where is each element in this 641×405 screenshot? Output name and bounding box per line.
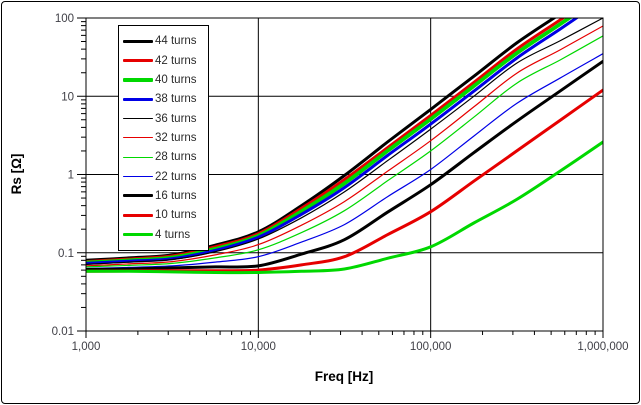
legend-label: 4 turns bbox=[155, 228, 191, 241]
legend-item: 22 turns bbox=[123, 171, 208, 183]
legend-item: 36 turns bbox=[123, 113, 208, 125]
legend-line-sample bbox=[123, 118, 153, 120]
legend-label: 44 turns bbox=[155, 35, 197, 48]
legend-label: 10 turns bbox=[155, 209, 197, 222]
legend-line-sample bbox=[123, 59, 153, 63]
x-tick-label: 100,000 bbox=[410, 341, 452, 353]
legend-item: 38 turns bbox=[123, 93, 208, 105]
legend-box: 44 turns 42 turns 40 turns 38 turns 36 turns… bbox=[118, 25, 209, 251]
series-curve-28-turns bbox=[86, 35, 603, 268]
legend-line-sample bbox=[123, 156, 153, 158]
legend-label: 28 turns bbox=[155, 151, 197, 164]
legend-label: 38 turns bbox=[155, 93, 197, 106]
legend-line-sample bbox=[123, 39, 153, 43]
legend-label: 40 turns bbox=[155, 73, 197, 86]
tick-layer bbox=[77, 17, 604, 338]
series-layer bbox=[86, 18, 603, 275]
series-curve-32-turns bbox=[86, 25, 603, 267]
series-curve-16-turns bbox=[86, 59, 603, 271]
legend-line-sample bbox=[123, 77, 153, 82]
x-tick-label: 10,000 bbox=[241, 341, 276, 353]
legend-line-sample bbox=[123, 176, 153, 178]
legend-item: 32 turns bbox=[123, 132, 208, 144]
legend-line-sample bbox=[123, 233, 153, 237]
legend-item: 10 turns bbox=[123, 209, 208, 221]
legend-item: 16 turns bbox=[123, 190, 208, 202]
legend-line-sample bbox=[123, 194, 153, 198]
legend-line-sample bbox=[123, 97, 153, 101]
legend-item: 4 turns bbox=[123, 229, 208, 241]
x-tick-label: 1,000 bbox=[72, 341, 101, 353]
series-curve-36-turns bbox=[86, 18, 603, 265]
legend-label: 42 turns bbox=[155, 54, 197, 67]
legend-line-sample bbox=[123, 137, 153, 139]
series-curve-22-turns bbox=[86, 53, 603, 270]
legend-label: 16 turns bbox=[155, 189, 197, 202]
legend-label: 22 turns bbox=[155, 170, 197, 183]
legend-line-sample bbox=[123, 213, 153, 217]
y-tick-label: 0.01 bbox=[52, 326, 74, 338]
y-tick-label: 10 bbox=[61, 91, 74, 103]
legend-label: 36 turns bbox=[155, 112, 197, 125]
y-tick-label: 1 bbox=[68, 170, 74, 182]
y-axis-title: Rs [Ω] bbox=[9, 154, 24, 195]
x-axis-title: Freq [Hz] bbox=[315, 369, 374, 384]
legend-label: 32 turns bbox=[155, 131, 197, 144]
series-curve-4-turns bbox=[86, 140, 603, 275]
tick-label-layer: 1,000 10,000 100,000 1,000,000 100 10 1 0.1 0.01 bbox=[52, 13, 629, 353]
legend-item: 42 turns bbox=[123, 55, 208, 67]
y-tick-label: 100 bbox=[55, 13, 74, 25]
legend-item: 40 turns bbox=[123, 74, 208, 86]
series-curve-38-turns bbox=[86, 18, 580, 265]
legend-item: 28 turns bbox=[123, 151, 208, 163]
x-tick-label: 1,000,000 bbox=[577, 341, 628, 353]
y-tick-label: 0.1 bbox=[58, 248, 74, 260]
legend-item: 44 turns bbox=[123, 35, 208, 47]
